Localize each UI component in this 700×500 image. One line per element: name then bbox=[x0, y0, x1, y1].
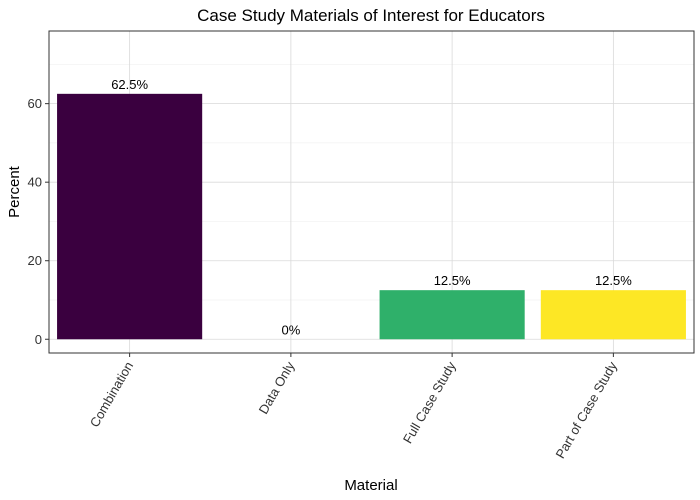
x-tick-label: Full Case Study bbox=[400, 359, 459, 446]
data-labels: 62.5% 0% 12.5% 12.5% bbox=[111, 77, 632, 337]
y-axis: 0 20 40 60 bbox=[28, 96, 49, 347]
y-tick-label: 0 bbox=[35, 332, 42, 347]
chart-title: Case Study Materials of Interest for Edu… bbox=[197, 6, 545, 25]
bars bbox=[57, 93, 686, 340]
x-tick-label: Part of Case Study bbox=[552, 359, 620, 461]
data-label: 12.5% bbox=[434, 273, 471, 288]
x-axis-title: Material bbox=[344, 477, 397, 494]
y-tick-label: 20 bbox=[28, 253, 42, 268]
bar-full-case-study bbox=[379, 290, 525, 340]
y-tick-label: 40 bbox=[28, 175, 42, 190]
bar-combination bbox=[57, 93, 203, 340]
data-label: 62.5% bbox=[111, 77, 148, 92]
x-axis: Combination Data Only Full Case Study Part … bbox=[87, 353, 620, 461]
y-tick-label: 60 bbox=[28, 96, 42, 111]
bar-part-of-case-study bbox=[540, 290, 686, 340]
x-tick-label: Data Only bbox=[256, 359, 298, 417]
data-label: 0% bbox=[281, 322, 300, 337]
plot-panel bbox=[48, 30, 695, 354]
data-label: 12.5% bbox=[595, 273, 632, 288]
y-axis-title: Percent bbox=[6, 165, 23, 218]
x-tick-label: Combination bbox=[87, 359, 136, 430]
